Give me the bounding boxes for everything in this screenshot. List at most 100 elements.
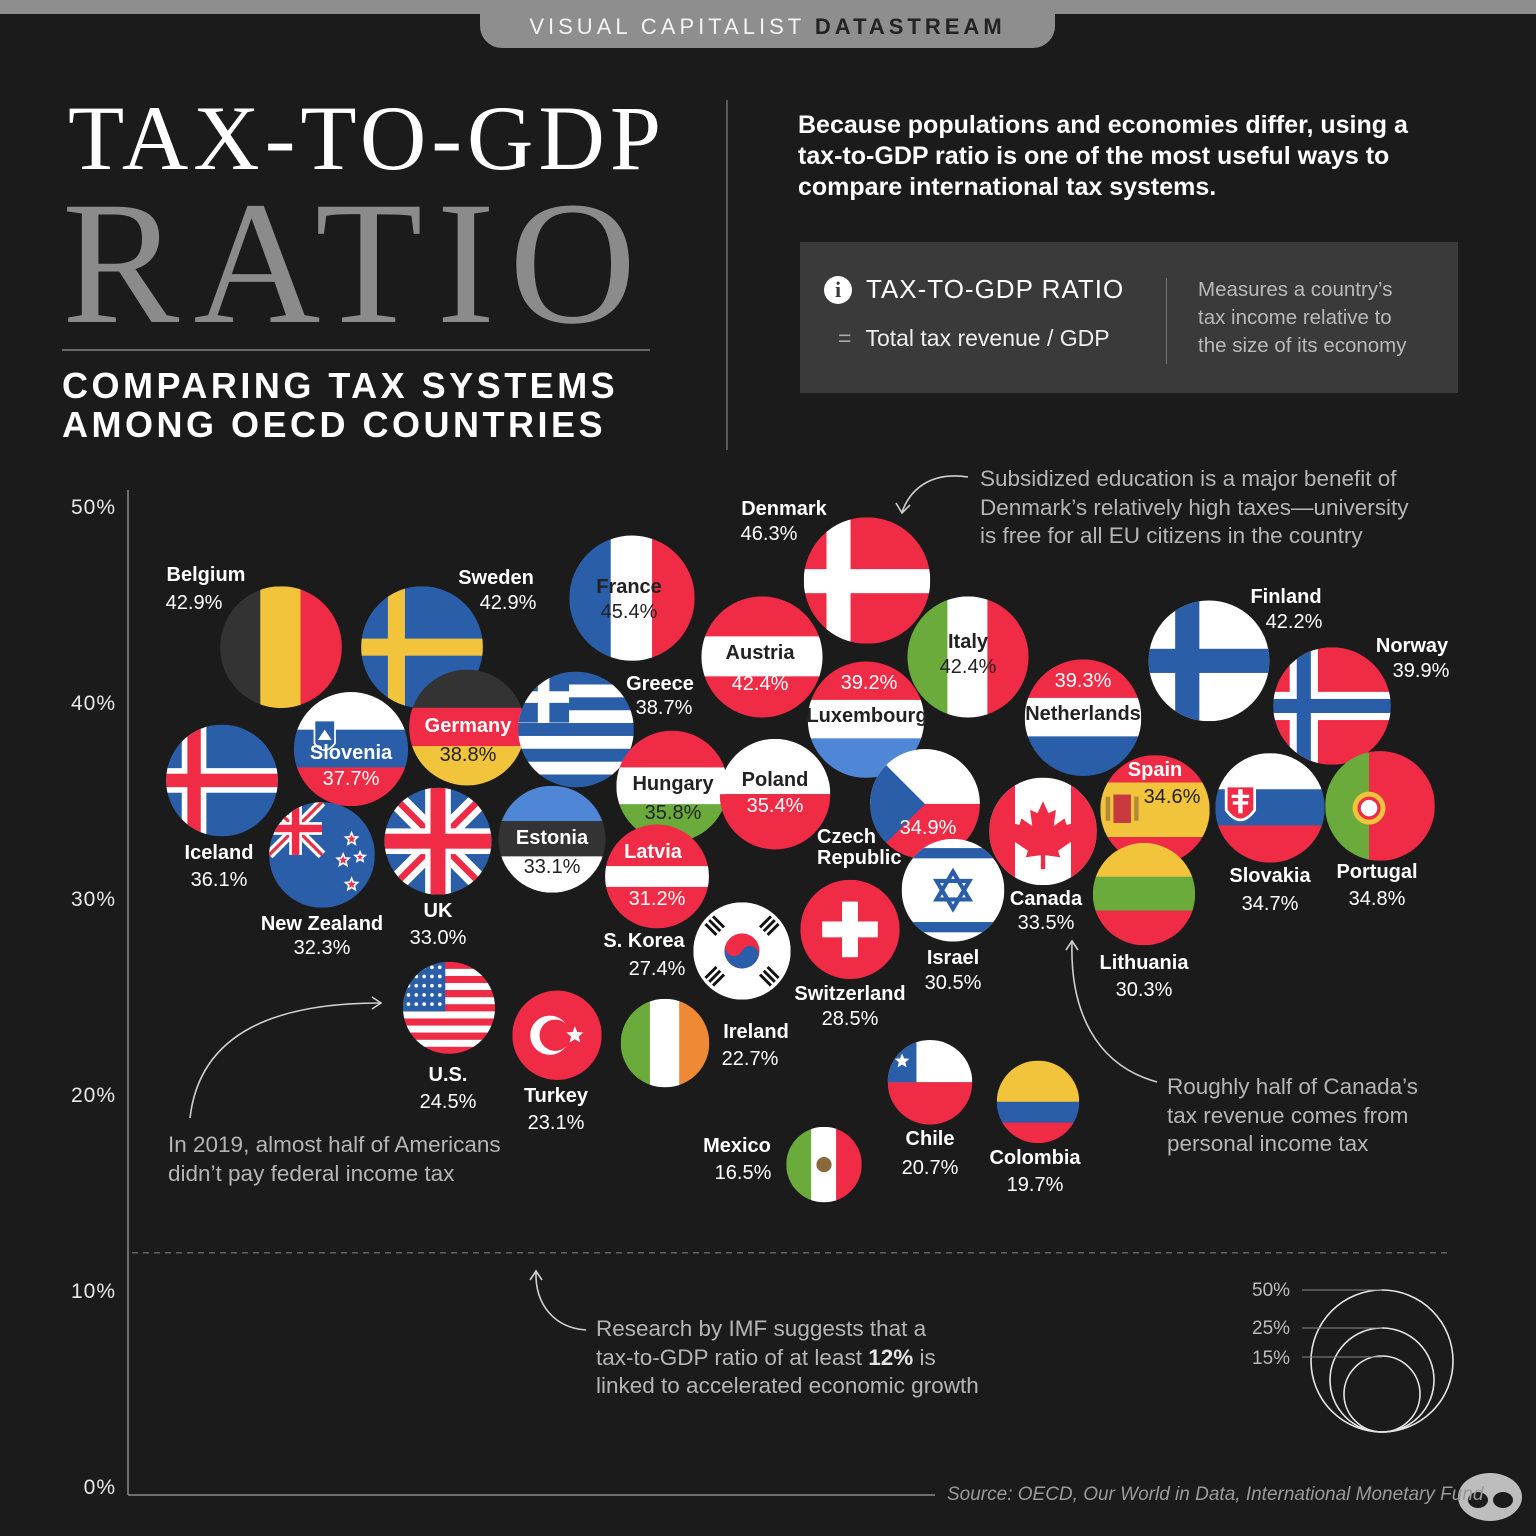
country-value-label: 19.7% [1006,1174,1064,1196]
y-tick-label: 0% [83,1476,116,1499]
country-name-label: Sweden [458,567,534,589]
country-name-label: Hungary [632,773,714,795]
annotation-line: personal income tax [1167,1131,1369,1156]
country-name-label: Slovakia [1229,865,1311,887]
country-value-label: 36.1% [190,869,248,891]
country-name-label: Germany [424,715,512,737]
country-value-label: 35.8% [644,802,702,824]
s-korea-flag-icon [693,902,791,1000]
y-tick-label: 30% [70,888,116,911]
bubble-mexico [786,1126,862,1203]
y-tick-label: 20% [70,1084,116,1107]
country-value-label: 46.3% [740,523,798,545]
legend-label: 50% [1252,1280,1291,1301]
annotation-line: Subsidized education is a major benefit … [980,466,1397,491]
bubble-israel [901,838,1005,942]
country-name-label: U.S. [428,1064,468,1086]
country-value-label: 31.2% [628,888,686,910]
us-annotation: In 2019, almost half of Americans didn’t… [168,1131,501,1188]
iceland-flag-icon [166,724,278,837]
legend-circle-50 [1310,1289,1454,1433]
country-name-label: Belgium [166,564,246,586]
country-name-label: Denmark [741,498,827,520]
canada-annotation: Roughly half of Canada’s tax revenue com… [1167,1073,1418,1159]
bubble-norway [1273,647,1391,765]
country-value-label: 38.7% [635,697,693,719]
country-name-label: Austria [725,642,795,664]
brand-tab: VISUAL CAPITALIST DATASTREAM [480,0,1055,48]
country-value-label: 39.3% [1054,670,1112,692]
estonia-flag-icon [498,785,606,893]
country-value-label: 42.2% [1265,611,1323,633]
bubble-chile [887,1039,973,1125]
arrowhead-icon [529,1269,543,1281]
country-value-label: 20.7% [901,1157,959,1179]
intro-text: Because populations and economies differ… [798,111,1408,201]
arrowhead-icon [895,502,911,515]
annotation-line: Research by IMF suggests that a [596,1316,927,1341]
u-s-flag-icon [402,961,496,1054]
bubble-s-korea [693,902,791,1000]
country-name-label: Finland [1250,586,1322,608]
logo-icon [1458,1473,1522,1521]
equals-sign: = [838,325,852,351]
annotation-highlight: 12% [868,1344,914,1370]
bubble-denmark [803,517,931,644]
portugal-flag-icon [1325,751,1435,861]
annotation-line: didn’t pay federal income tax [168,1160,455,1186]
annotation-line: tax-to-GDP ratio of at least 12% is [596,1344,979,1373]
colombia-flag-icon [996,1060,1080,1144]
definition-formula: = Total tax revenue / GDP [838,325,1110,352]
country-value-label: 33.5% [1017,912,1075,934]
slovakia-flag-icon [1215,753,1325,863]
bubble-sweden [361,586,483,709]
legend-circle-25 [1329,1327,1435,1433]
definition-description: Measures a country’s tax income relative… [1198,276,1407,360]
brand-name: VISUAL CAPITALIST [529,14,805,39]
country-value-label: 22.7% [721,1048,779,1070]
country-value-label: 39.9% [1392,660,1450,682]
description-line: tax income relative to [1198,306,1392,329]
denmark-annotation-arrow [901,475,969,513]
country-value-label: 35.4% [746,795,804,817]
bubble-colombia [996,1060,1080,1144]
greece-flag-icon [518,671,634,788]
switzerland-flag-icon [800,879,900,980]
bubble-latvia [605,824,709,929]
turkey-flag-icon [512,990,602,1080]
subtitle: COMPARING TAX SYSTEMS AMONG OECD COUNTRIE… [62,366,618,444]
country-value-label: 34.9% [899,817,957,839]
country-value-label: 34.6% [1143,786,1201,808]
israel-flag-icon [901,838,1005,942]
bubble-france [569,535,695,661]
bubble-canada [989,777,1097,886]
annotation-text: is [913,1344,936,1370]
annotation-line: is free for all EU citizens in the count… [980,523,1363,548]
bubble-uk [384,787,492,895]
annotation-line: Roughly half of Canada’s [1167,1074,1419,1099]
bubble-iceland [166,724,278,837]
definition-term: TAX-TO-GDP RATIO [866,274,1125,304]
country-value-label: 16.5% [714,1162,772,1184]
country-name-label: Greece [626,673,694,695]
country-value-label: 37.7% [322,768,380,790]
legend-label: 25% [1252,1318,1291,1339]
country-value-label: 42.9% [165,592,223,614]
bubble-spain [1100,755,1210,865]
subtitle-line-1: COMPARING TAX SYSTEMS [62,365,619,406]
country-name-label: Chile [905,1128,955,1150]
country-name-label: S. Korea [603,930,685,952]
mexico-flag-icon [786,1126,862,1203]
country-name-label: Latvia [624,841,682,863]
finland-flag-icon [1148,600,1270,722]
header-divider [726,100,728,450]
bubble-estonia [498,785,606,893]
country-value-label: 27.4% [628,958,686,980]
norway-flag-icon [1273,647,1391,765]
country-value-label: 32.3% [293,937,351,959]
country-name-label: Lithuania [1099,952,1189,974]
chile-flag-icon [887,1039,973,1125]
title-line-2: RATIO [62,166,651,361]
country-value-label: 28.5% [821,1008,879,1030]
bubble-greece [518,671,634,788]
